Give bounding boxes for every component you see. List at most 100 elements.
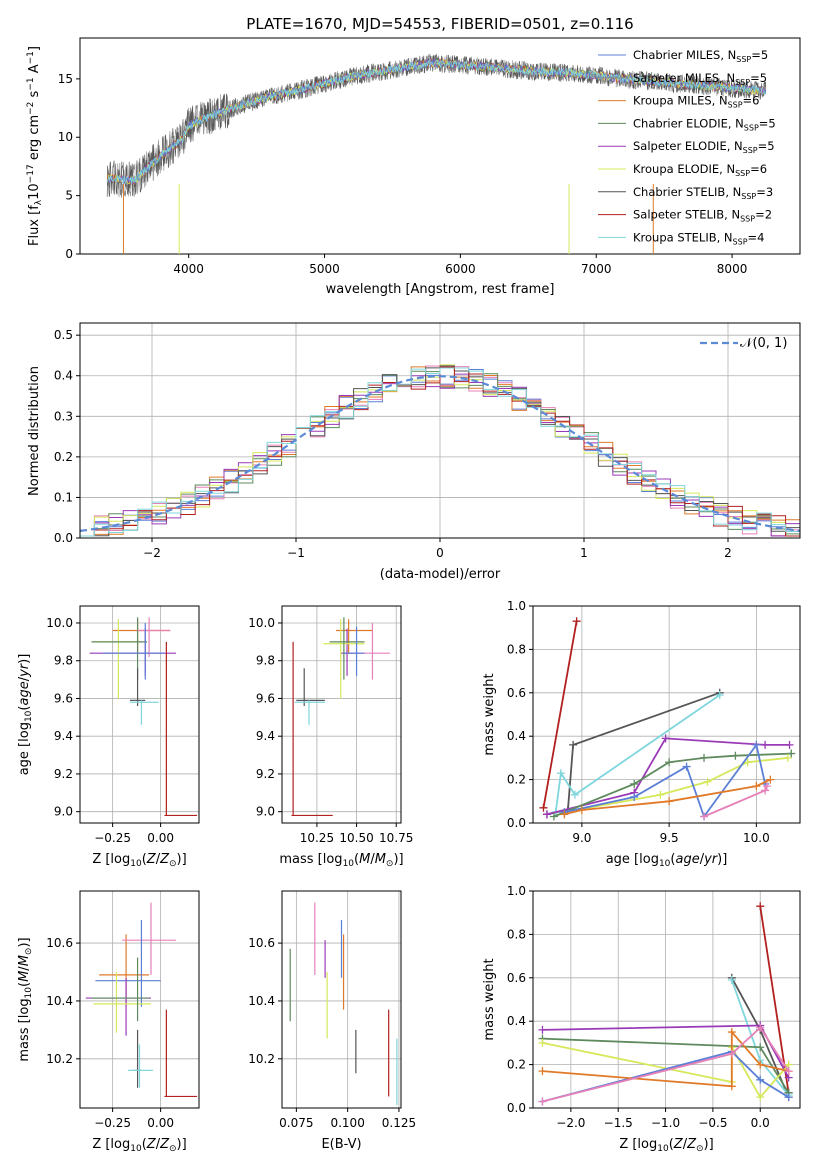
spectrum-xtick-label: 7000 bbox=[581, 262, 612, 276]
p-agem-ytick-label: 9.0 bbox=[256, 805, 275, 819]
p-mwage-marker bbox=[570, 790, 579, 799]
p-mwz-line-0 bbox=[759, 906, 790, 1093]
res-ytick-label: 0.2 bbox=[54, 450, 73, 464]
spectrum-panel: 4000 5000 6000 7000 8000 0 5 10 15 wavelength [… bbox=[26, 37, 801, 297]
spectrum-yticks: 0 5 10 15 bbox=[58, 72, 80, 261]
legend-label-3: Chabrier ELODIE, NSSP=5 bbox=[633, 116, 776, 132]
p-mwage-line-2 bbox=[554, 694, 721, 813]
p-mwz-xtick-label: −0.5 bbox=[698, 1116, 727, 1130]
legend-n: =5 bbox=[758, 139, 775, 153]
legend-n: =6 bbox=[750, 162, 767, 176]
p-mwz-xtick-label: −1.5 bbox=[604, 1116, 633, 1130]
spectrum-xtick-label: 8000 bbox=[717, 262, 748, 276]
p-mwz-xlabel: Z [log10(Z/Z⊙)] bbox=[619, 1137, 713, 1154]
normal-curve bbox=[79, 375, 801, 532]
p-agem-ytick-label: 9.4 bbox=[256, 729, 275, 743]
p-mwage-marker bbox=[752, 782, 761, 791]
p-mwage-marker bbox=[560, 810, 569, 819]
p-mwz-xtick-label: 0.0 bbox=[751, 1116, 770, 1130]
p-mwage-marker bbox=[549, 812, 558, 821]
p-agez-ytick-label: 9.0 bbox=[54, 805, 73, 819]
p-mwz-marker bbox=[727, 1028, 736, 1037]
p-mwz-frame bbox=[532, 890, 801, 1109]
legend-sub: SSP bbox=[733, 237, 748, 246]
p-mwage-marker bbox=[700, 753, 709, 762]
age-vs-mass-panel: 10.25 10.50 10.75 9.0 9.2 9.4 9.6 9.8 10.0 mass [… bbox=[248, 605, 413, 869]
p-mwz-xtick-label: −2.0 bbox=[556, 1116, 585, 1130]
p-mwz-marker bbox=[756, 1060, 765, 1069]
p-massebv-xtick-label: 0.125 bbox=[382, 1116, 416, 1130]
p-agez-ytick-label: 9.8 bbox=[54, 654, 73, 668]
p-mwage-marker bbox=[731, 751, 740, 760]
legend-label-6: Chabrier STELIB, NSSP=3 bbox=[633, 185, 773, 201]
legend-n: =6 bbox=[743, 94, 760, 108]
res-hist-8 bbox=[80, 367, 800, 537]
res-xtick-label: −1 bbox=[287, 546, 305, 560]
res-ytick-label: 0.3 bbox=[54, 409, 73, 423]
p-mwz-ytick-label: 1.0 bbox=[507, 884, 526, 898]
weight-vs-age-panel: 9.0 9.5 10.0 0.0 0.2 0.4 0.6 0.8 1.0 age [log10(a… bbox=[482, 599, 801, 869]
p-massebv-ytick-label: 10.4 bbox=[248, 994, 275, 1008]
p-mwage-ytick-label: 0.4 bbox=[507, 729, 526, 743]
p-mwz-xtick-label: −1.0 bbox=[651, 1116, 680, 1130]
p-mwage-ytick-label: 0.2 bbox=[507, 773, 526, 787]
p-mwz-marker bbox=[784, 1093, 793, 1102]
legend-label-0: Chabrier MILES, NSSP=5 bbox=[633, 48, 768, 64]
residual-histograms bbox=[79, 364, 801, 537]
p-mwage-marker bbox=[766, 775, 775, 784]
p-mwz-ytick-label: 0.4 bbox=[507, 1014, 526, 1028]
p-mwz-marker bbox=[538, 1025, 547, 1034]
legend-sub: SSP bbox=[743, 146, 758, 155]
p-mwage-marker bbox=[700, 812, 709, 821]
p-mwz-marker bbox=[727, 975, 736, 984]
p-mwage-line-4 bbox=[553, 752, 792, 818]
p-massz-ytick-label: 10.2 bbox=[46, 1052, 73, 1066]
p-mwage-marker bbox=[715, 690, 724, 699]
res-hist-7 bbox=[80, 366, 800, 537]
legend-sub: SSP bbox=[735, 169, 750, 178]
p-mwz-ytick-label: 0.2 bbox=[507, 1058, 526, 1072]
spectrum-ytick-label: 5 bbox=[65, 189, 73, 203]
p-massebv-ytick-label: 10.2 bbox=[248, 1052, 275, 1066]
p-mwz-ytick-label: 0.8 bbox=[507, 927, 526, 941]
p-mwage-marker bbox=[577, 805, 586, 814]
spectrum-ytick-label: 15 bbox=[58, 72, 73, 86]
p-agez-ytick-label: 9.4 bbox=[54, 729, 73, 743]
p-mwage-marker bbox=[785, 740, 794, 749]
p-mwage-line-0 bbox=[542, 621, 578, 808]
res-xtick-label: 0 bbox=[436, 546, 444, 560]
legend-n: =4 bbox=[748, 230, 765, 244]
p-mwz-ytick-label: 0.0 bbox=[507, 1101, 526, 1115]
p-agem-xlabel: mass [log10(M/M⊙)] bbox=[279, 852, 403, 869]
spectrum-line-8 bbox=[106, 59, 767, 186]
p-agem-xtick-label: 10.25 bbox=[300, 831, 334, 845]
p-massebv-xlabel: E(B-V) bbox=[321, 1137, 361, 1152]
p-massz-ylabel: mass [log10(M/M⊙)] bbox=[17, 937, 34, 1061]
legend-label-8: Kroupa STELIB, NSSP=4 bbox=[633, 230, 764, 246]
residual-xticks: −2 −1 0 1 2 bbox=[143, 538, 732, 560]
p-mwz-marker bbox=[756, 1023, 765, 1032]
weight-vs-z-panel: −2.0 −1.5 −1.0 −0.5 0.0 0.0 0.2 0.4 0.6 0.8 1.0 Z [… bbox=[482, 884, 801, 1154]
p-agez-ytick-label: 9.2 bbox=[54, 767, 73, 781]
legend-n: =5 bbox=[750, 71, 767, 85]
p-mwz-marker bbox=[538, 1067, 547, 1076]
spectrum-xlabel: wavelength [Angstrom, rest frame] bbox=[326, 282, 555, 297]
p-mwage-marker bbox=[743, 758, 752, 767]
spectrum-ytick-label: 10 bbox=[58, 130, 73, 144]
legend-n: =5 bbox=[751, 48, 768, 62]
p-mwage-marker bbox=[542, 810, 551, 819]
p-mwz-marker bbox=[538, 1097, 547, 1106]
p-mwage-xtick-label: 9.5 bbox=[660, 831, 679, 845]
p-mwage-marker bbox=[572, 617, 581, 626]
p-mwz-marker bbox=[538, 1038, 547, 1047]
legend-label-5: Kroupa ELODIE, NSSP=6 bbox=[633, 162, 767, 178]
spectrum-xtick-label: 5000 bbox=[309, 262, 340, 276]
figure-title: PLATE=1670, MJD=54553, FIBERID=0501, z=0… bbox=[246, 15, 633, 33]
residual-yticks: 0.0 0.1 0.2 0.3 0.4 0.5 bbox=[54, 328, 80, 545]
p-mwz-line-6 bbox=[542, 1050, 790, 1103]
res-ytick-label: 0.4 bbox=[54, 369, 73, 383]
p-agem-frame bbox=[281, 605, 402, 824]
p-massebv-xtick-label: 0.100 bbox=[330, 1116, 364, 1130]
p-mwage-marker bbox=[703, 777, 712, 786]
